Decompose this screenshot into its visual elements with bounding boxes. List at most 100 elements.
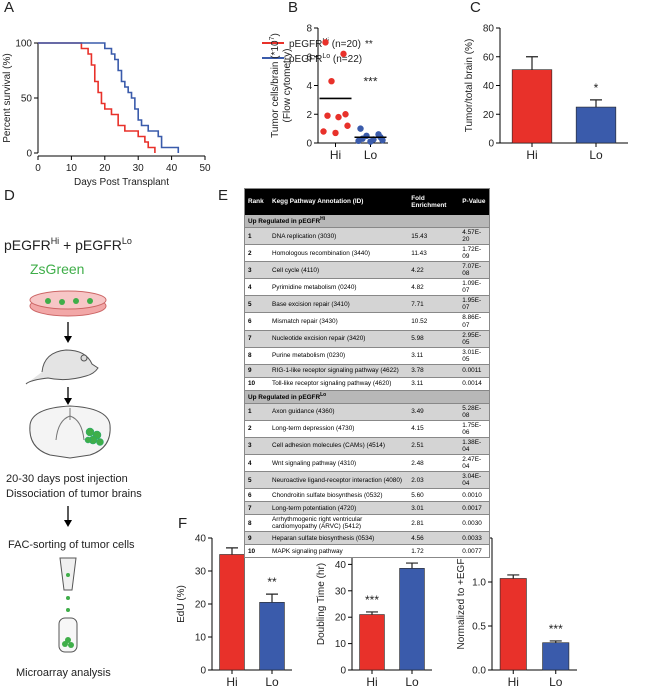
y-tick-label: 20 [335, 613, 347, 624]
table-cell: 15.43 [408, 227, 460, 246]
error-bar [366, 611, 378, 615]
x-tick-label: 50 [199, 163, 211, 174]
table-cell: 0.0077 [459, 544, 490, 559]
x-tick-label: Lo [549, 675, 563, 689]
legend-label-rest: (n=20) [329, 39, 361, 50]
table-cell: DNA replication (3030) [269, 227, 409, 246]
annotation: ** [267, 575, 277, 589]
x-tick-label: Lo [589, 148, 603, 162]
table-cell: Nucleotide excision repair (3420) [269, 330, 409, 348]
y-tick-label: 0.5 [472, 622, 486, 633]
panel-label: D [4, 187, 15, 204]
dot [379, 136, 386, 144]
arrow-head [64, 520, 72, 527]
x-tick-label: 10 [66, 163, 78, 174]
table-row: 1 Axon guidance (4360) 3.49 5.28E-08 [244, 403, 490, 421]
error-bar [406, 562, 418, 569]
table-cell: 4 [244, 278, 269, 297]
x-tick-label: Lo [364, 148, 378, 162]
table-cell: Heparan sulfate biosynthesis (0534) [269, 531, 409, 546]
reporter: ZsGreen [30, 261, 84, 277]
table-cell: 3.11 [408, 377, 460, 391]
mouse-ear [80, 354, 88, 362]
x-tick-label: Hi [508, 675, 519, 689]
table-cell: 2.47E-04 [459, 454, 490, 473]
y-tick-label: 30 [195, 567, 207, 578]
bar [575, 106, 617, 144]
y-axis-label: Doubling Time (hr) [316, 563, 327, 645]
bar [499, 578, 527, 671]
table-cell: 3 [244, 261, 269, 280]
table-cell: 4.56 [408, 531, 460, 546]
dot [357, 125, 364, 132]
bar [359, 614, 385, 671]
x-tick-label: Hi [526, 148, 537, 162]
error-bar [526, 56, 538, 70]
table-row: 5 Neuroactive ligand-receptor interaction… [244, 471, 490, 490]
annotation: ** [365, 39, 373, 50]
y-tick-label: 8 [306, 24, 312, 35]
table-cell: 1.95E-07 [459, 295, 490, 314]
table-row: 8 Purine metabolism (0230) 3.11 3.01E-05 [244, 347, 490, 365]
x-axis-label: Days Post Transplant [74, 177, 169, 188]
table-cell: 5.98 [408, 330, 460, 348]
table-row: 5 Base excision repair (3410) 7.71 1.95E-07 [244, 295, 490, 314]
table-cell: 2 [244, 244, 269, 263]
section-row: Up Regulated in pEGFRLo [244, 390, 490, 404]
table-cell: Pyrimidine metabolism (0240) [269, 278, 409, 297]
table-cell: Cell cycle (4110) [269, 261, 409, 280]
error-bar [549, 640, 562, 643]
table-cell: 2.03 [408, 471, 460, 490]
x-tick-label: 40 [166, 163, 178, 174]
table-cell: 2.81 [408, 514, 460, 533]
table-row: 2 Long-term depression (4730) 4.15 1.75E-06 [244, 420, 490, 438]
table-cell: 0.0011 [459, 364, 490, 378]
y-axis-label: Tumor cells/brain (*107) [269, 33, 281, 138]
section-title-base: Up Regulated in pEGFR [248, 393, 321, 401]
y-axis-label: EdU (%) [176, 585, 187, 623]
table-cell: 1 [244, 403, 269, 421]
table-cell: 2.51 [408, 437, 460, 456]
title-part: + pEGFR [59, 237, 122, 253]
table-cell: Cell adhesion molecules (CAMs) (4514) [269, 437, 409, 456]
table-cell: 0.0017 [459, 501, 490, 516]
annotation: * [594, 81, 599, 95]
table-cell: Arrhythmogenic right ventricular cardiom… [269, 514, 409, 533]
y-tick-label: 10 [335, 639, 347, 650]
x-tick-label: 0 [35, 163, 41, 174]
table-cell: 5.60 [408, 488, 460, 503]
x-tick-label: Hi [330, 148, 341, 162]
section-title-base: Up Regulated in pEGFR [248, 218, 321, 226]
table-cell: 3.78 [408, 364, 460, 378]
step-text: 20-30 days post injection [6, 473, 128, 485]
annotation: *** [549, 622, 563, 636]
y-tick-label: 0.0 [472, 666, 486, 677]
panel-label: A [4, 0, 14, 16]
table-cell: 1.72 [408, 544, 460, 559]
panel-label: E [218, 187, 228, 204]
table-cell: 0.0030 [459, 514, 490, 533]
table-cell: 3.01 [408, 501, 460, 516]
x-tick-label: Lo [265, 675, 279, 689]
dot [324, 112, 331, 119]
table-cell: 8 [244, 514, 269, 533]
table-cell: Purine metabolism (0230) [269, 347, 409, 365]
y-axis-label: (Flow cytometry) [282, 49, 293, 123]
table-cell: 7 [244, 330, 269, 348]
table-cell: 3.04E-04 [459, 471, 490, 490]
table-cell: 6 [244, 488, 269, 503]
table-row: 9 Heparan sulfate biosynthesis (0534) 4.56… [244, 531, 490, 546]
table-cell: MAPK signaling pathway [269, 544, 409, 559]
table-cell: Chondroitin sulfate biosynthesis (0532) [269, 488, 409, 503]
y-tick-label: 0 [488, 139, 494, 150]
table-row: 3 Cell adhesion molecules (CAMs) (4514) 2.… [244, 437, 490, 456]
table-cell: 5.28E-08 [459, 403, 490, 421]
table-cell: 10 [244, 544, 269, 559]
bar [542, 642, 570, 671]
table-cell: 7.07E-08 [459, 261, 490, 280]
brain [29, 405, 111, 459]
error-bar [226, 547, 238, 555]
table-cell: Axon guidance (4360) [269, 403, 409, 421]
y-tick-label: 2 [306, 110, 312, 121]
